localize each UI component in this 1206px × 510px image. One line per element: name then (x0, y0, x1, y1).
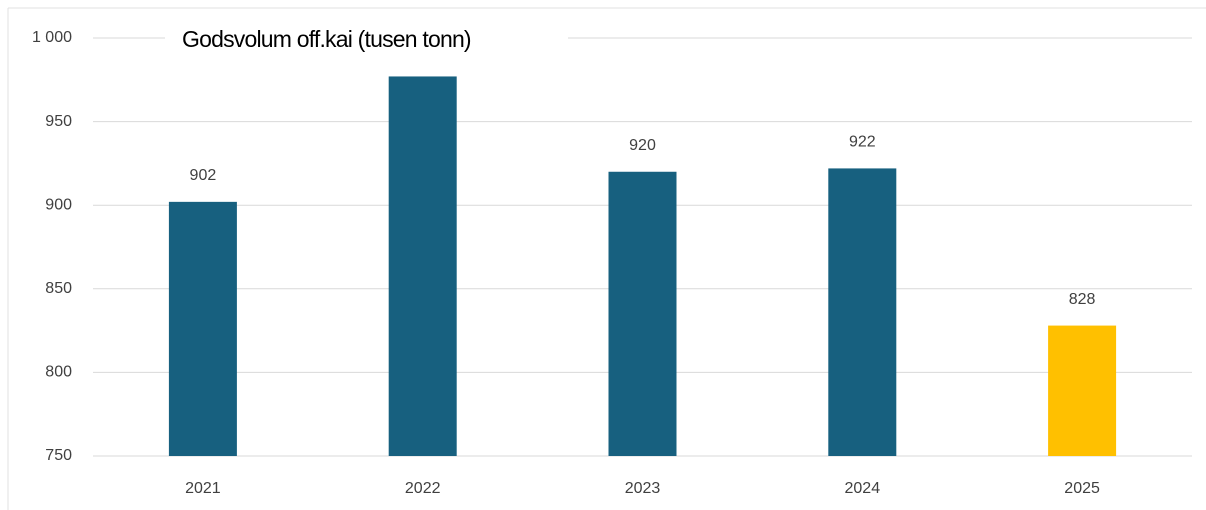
bar (388, 76, 457, 457)
y-tick-label: 750 (45, 447, 72, 464)
data-label: 920 (629, 137, 656, 154)
chart-title: Godsvolum off.kai (tusen tonn) (182, 26, 471, 52)
x-tick-label: 2022 (405, 480, 441, 497)
title-box (165, 9, 568, 72)
bar (1048, 325, 1117, 456)
x-tick-label: 2023 (625, 480, 661, 497)
y-tick-label: 1 000 (32, 29, 72, 46)
bar (608, 171, 677, 456)
bar (168, 201, 237, 456)
bar (828, 168, 897, 456)
x-tick-label: 2021 (185, 480, 221, 497)
x-tick-label: 2025 (1064, 480, 1100, 497)
y-tick-label: 850 (45, 280, 72, 297)
y-tick-label: 900 (45, 196, 72, 213)
data-label: 922 (849, 134, 876, 151)
data-label: 902 (190, 167, 217, 184)
data-label: 828 (1069, 291, 1096, 308)
y-tick-label: 800 (45, 364, 72, 381)
y-tick-label: 950 (45, 113, 72, 130)
x-tick-label: 2024 (845, 480, 881, 497)
